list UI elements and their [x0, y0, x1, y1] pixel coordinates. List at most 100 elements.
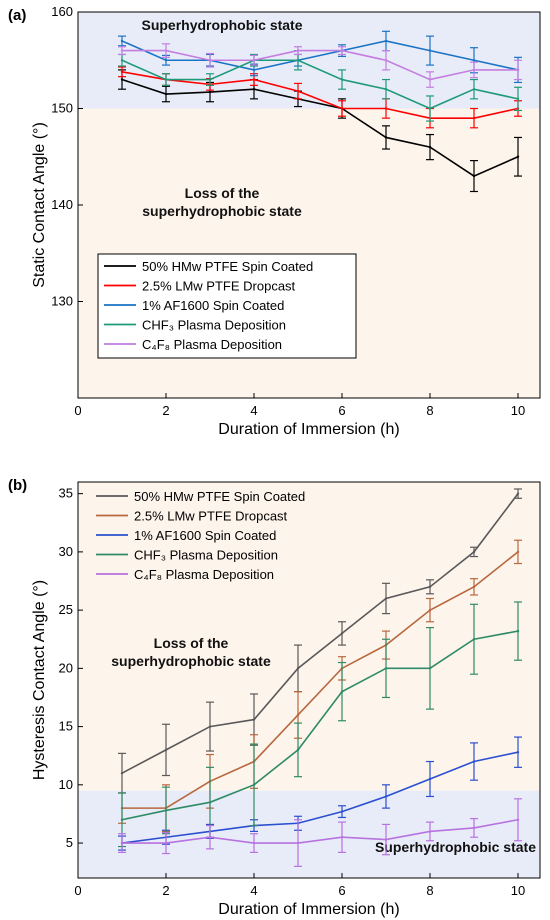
chart-panel-a: Superhydrophobic state Loss of the superhy… — [8, 4, 541, 438]
data-point — [164, 49, 168, 52]
series-3 — [118, 601, 522, 848]
series-line — [122, 551, 519, 809]
legend-label: 2.5% LMw PTFE Dropcast — [134, 509, 288, 524]
legend-label: CHF₃ Plasma Deposition — [142, 318, 286, 333]
data-point — [428, 49, 432, 52]
region-label: Superhydrophobic state — [141, 17, 302, 33]
series-line — [121, 40, 519, 71]
data-point — [120, 49, 124, 52]
data-point — [252, 718, 256, 721]
data-point — [208, 90, 212, 94]
legend-label: C₄F₈ Plasma Deposition — [142, 337, 282, 352]
panel-label: (b) — [8, 477, 27, 494]
data-point — [252, 59, 256, 62]
x-axis-label: Duration of Immersion (h) — [218, 901, 399, 918]
data-point — [428, 608, 432, 612]
y-tick-label: 35 — [59, 486, 73, 501]
data-point — [472, 116, 476, 120]
data-point — [340, 49, 344, 52]
data-point — [120, 39, 124, 43]
region-label: Loss of the superhydrophobic state — [111, 635, 271, 669]
data-point — [428, 585, 432, 589]
data-point — [472, 550, 476, 554]
x-tick-label: 2 — [162, 883, 169, 898]
legend-box — [97, 253, 357, 359]
data-point — [472, 174, 476, 178]
data-point — [516, 751, 520, 754]
x-tick-label: 10 — [511, 403, 525, 418]
data-point — [472, 88, 476, 91]
series-line — [121, 71, 519, 119]
y-tick-label: 160 — [51, 4, 73, 19]
series-4 — [118, 43, 522, 88]
data-point — [472, 68, 476, 72]
data-point — [428, 667, 432, 670]
series-4 — [118, 798, 522, 867]
data-point — [208, 78, 212, 81]
data-point — [164, 78, 168, 81]
data-point — [164, 92, 168, 96]
data-point — [120, 70, 124, 74]
x-tick-label: 8 — [426, 403, 433, 418]
y-tick-label: 5 — [66, 835, 73, 850]
series-line — [121, 59, 519, 110]
data-point — [428, 830, 432, 833]
region-band — [78, 12, 540, 109]
y-tick-label: 140 — [51, 197, 73, 212]
data-point — [296, 89, 300, 93]
plot-frame — [77, 481, 541, 879]
data-point — [472, 585, 476, 589]
series-3 — [118, 49, 522, 122]
data-point — [516, 492, 520, 495]
data-point — [384, 88, 388, 91]
data-point — [296, 748, 300, 752]
series-line — [121, 78, 519, 177]
data-point — [252, 88, 256, 91]
data-point — [208, 836, 212, 839]
x-tick-label: 6 — [338, 883, 345, 898]
data-point — [384, 107, 388, 110]
data-point — [296, 713, 300, 717]
data-point — [120, 78, 124, 81]
legend: 50% HMw PTFE Spin Coated 2.5% LMw PTFE Dr… — [96, 489, 305, 582]
x-tick-label: 4 — [250, 883, 257, 898]
data-point — [384, 39, 388, 43]
data-point — [472, 760, 476, 763]
data-point — [384, 136, 388, 139]
series-line — [121, 493, 519, 774]
data-point — [164, 748, 168, 752]
chart-panel-b: Loss of the superhydrophobic state Superhy… — [8, 477, 541, 918]
y-tick-label: 30 — [59, 544, 73, 559]
data-point — [340, 78, 344, 81]
data-point — [516, 68, 520, 72]
data-point — [340, 632, 344, 635]
y-tick-label: 130 — [51, 294, 73, 309]
data-point — [340, 690, 344, 693]
y-axis-label: Hysteresis Contact Angle (°) — [31, 580, 48, 780]
data-point — [384, 667, 388, 670]
x-tick-label: 8 — [426, 883, 433, 898]
y-tick-label: 25 — [59, 602, 73, 617]
data-point — [208, 801, 212, 804]
data-point — [472, 826, 476, 830]
legend-label: 2.5% LMw PTFE Dropcast — [142, 279, 296, 294]
legend-label: C₄F₈ Plasma Deposition — [134, 567, 274, 582]
data-point — [296, 841, 300, 845]
data-point — [384, 838, 388, 841]
data-point — [428, 107, 432, 110]
data-point — [252, 783, 256, 787]
series-line — [121, 630, 519, 821]
region-band — [78, 790, 540, 878]
y-tick-label: 15 — [59, 719, 73, 734]
y-axis-label: Static Contact Angle (°) — [31, 122, 48, 288]
data-point — [384, 597, 388, 600]
x-tick-label: 4 — [250, 403, 257, 418]
x-tick-label: 0 — [74, 403, 81, 418]
x-tick-label: 0 — [74, 883, 81, 898]
data-point — [120, 59, 124, 62]
legend: 50% HMw PTFE Spin Coated 2.5% LMw PTFE Dr… — [97, 253, 357, 359]
data-point — [164, 841, 168, 845]
data-point — [516, 97, 520, 101]
legend-label: 1% AF1600 Spin Coated — [134, 528, 276, 543]
region-label: Loss of the superhydrophobic state — [142, 185, 302, 219]
